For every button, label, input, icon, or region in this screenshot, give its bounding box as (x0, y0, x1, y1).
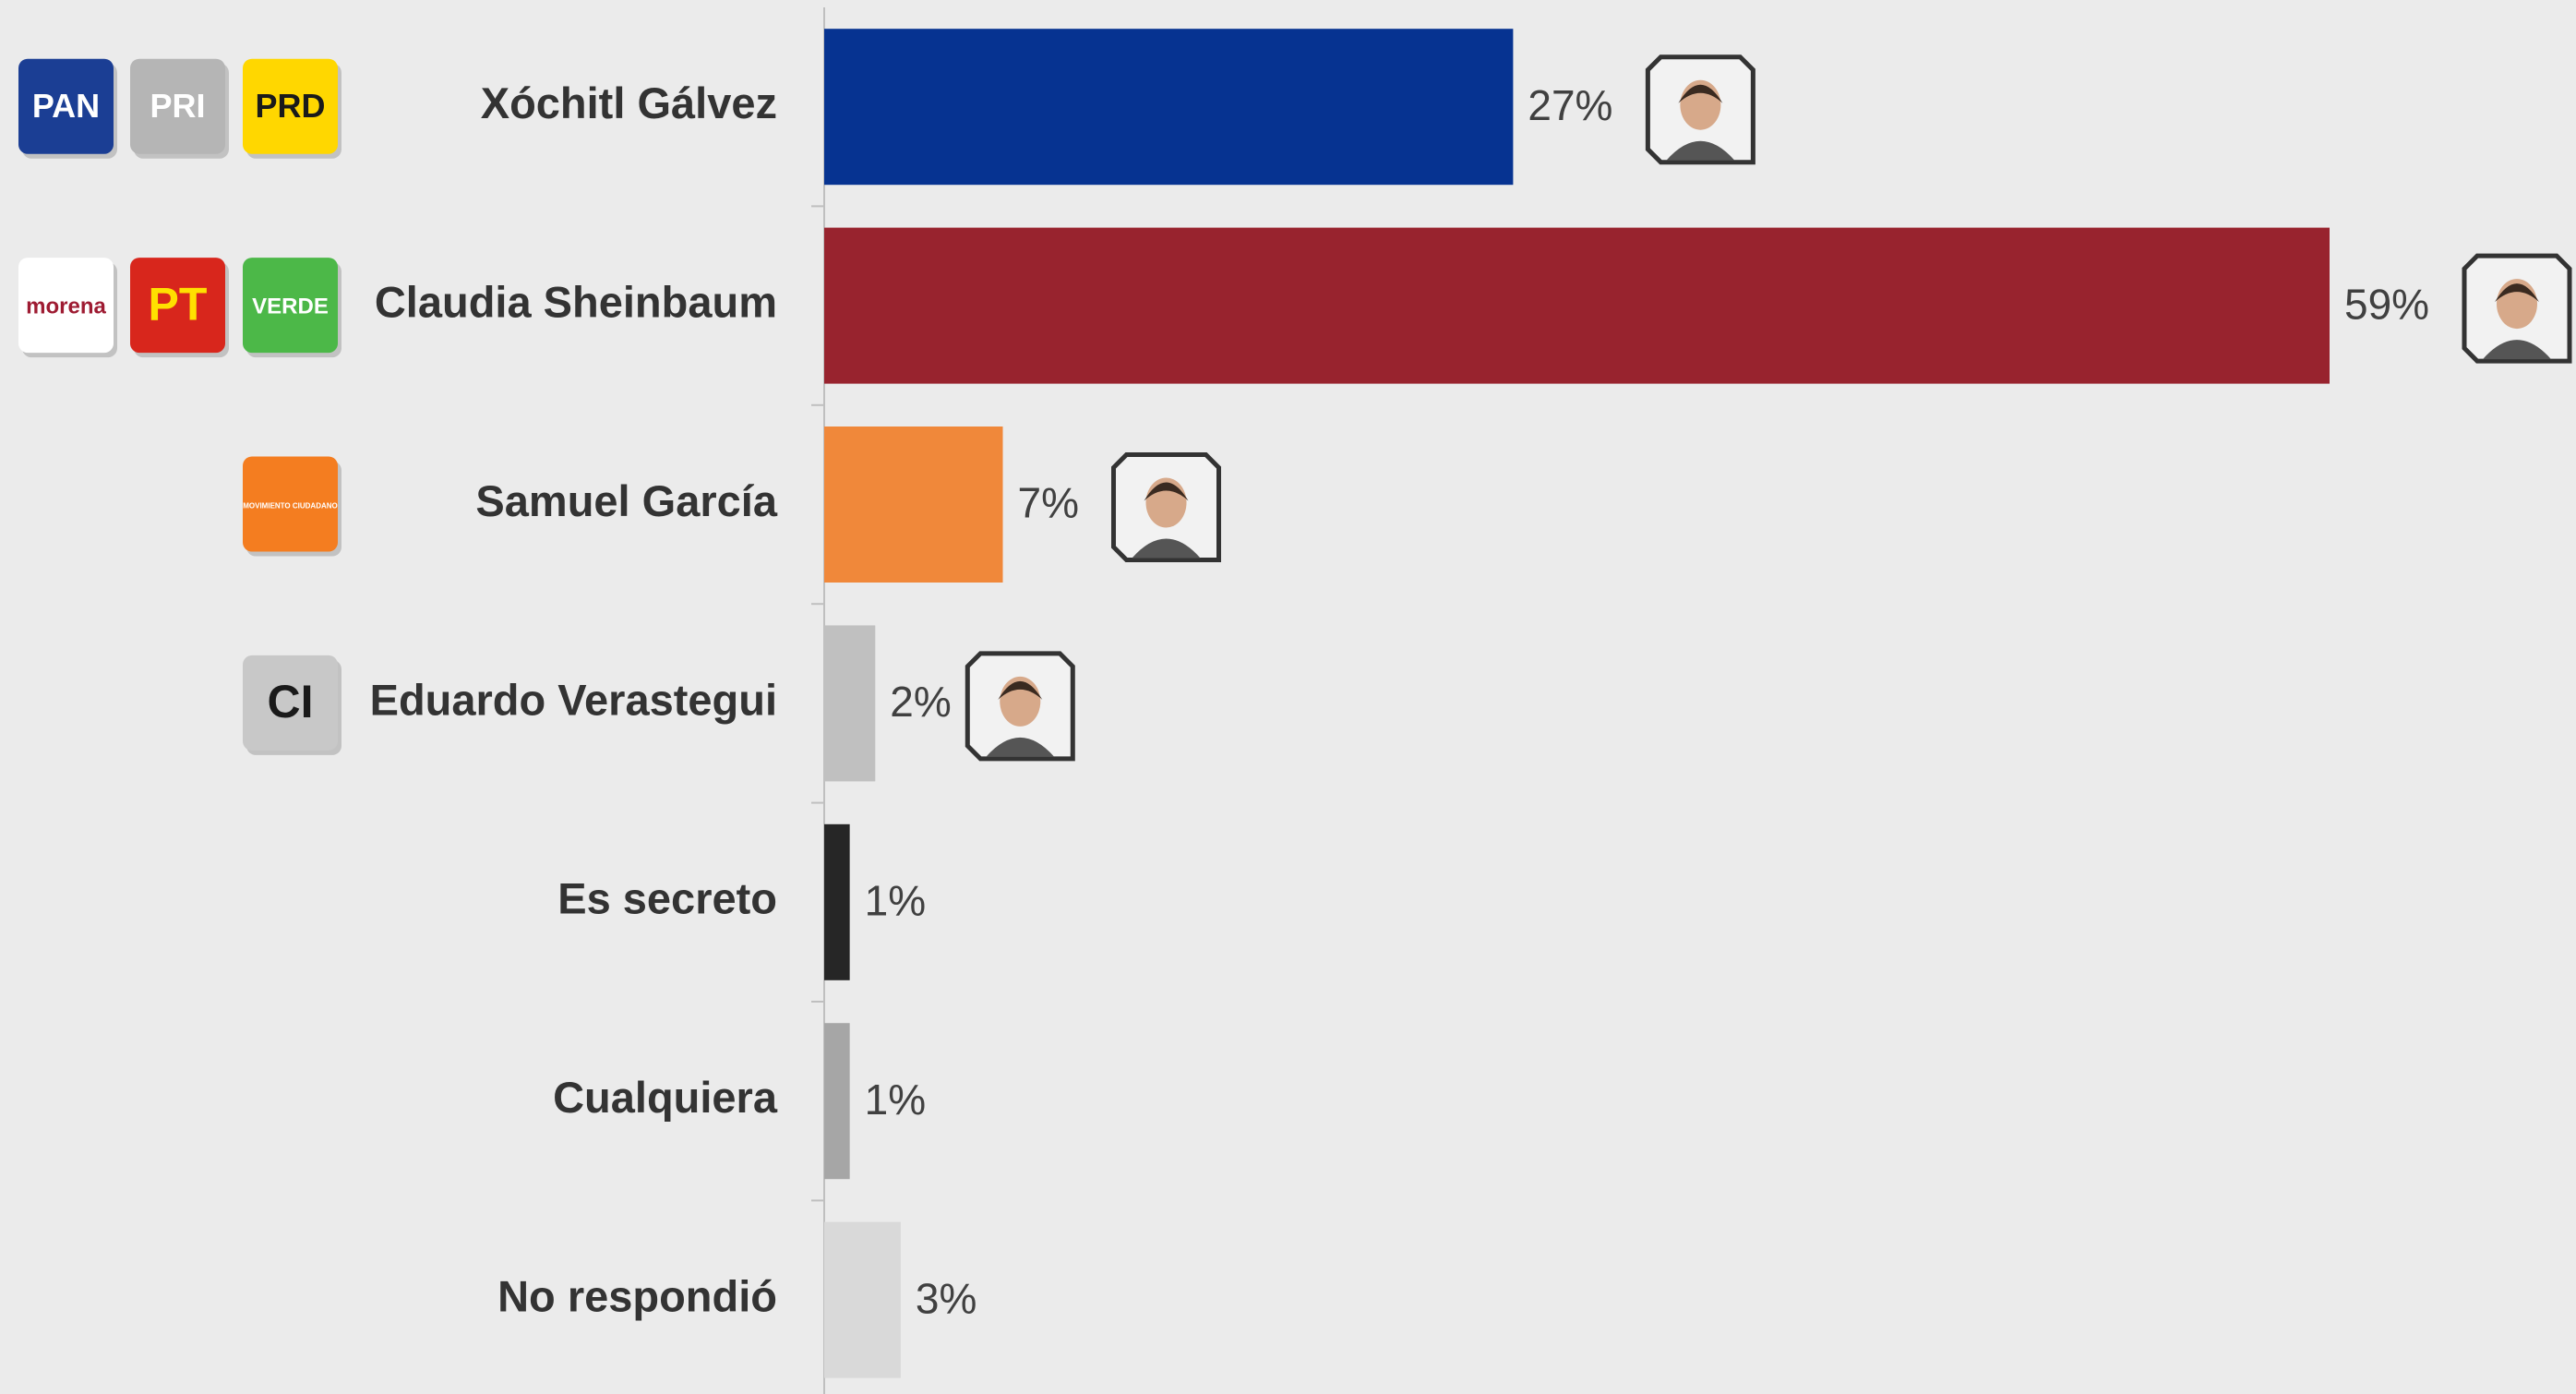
logo-text: PRD (255, 87, 325, 125)
category-label: Cualquiera (553, 1073, 778, 1122)
logo-text: PRI (150, 87, 205, 125)
bar (824, 1222, 901, 1378)
category-label: Samuel García (475, 476, 777, 525)
logo-text: PAN (32, 87, 100, 125)
category-label: Xóchitl Gálvez (481, 78, 777, 127)
party-logo: VERDE (243, 258, 341, 357)
bar (824, 228, 2330, 384)
candidate-photo (2464, 256, 2570, 361)
value-label: 27% (1528, 81, 1612, 129)
party-logo: PRI (130, 59, 229, 159)
party-logo: PAN (18, 59, 117, 159)
party-logo: PRD (243, 59, 341, 159)
logo-text: PT (149, 278, 208, 330)
candidate-photo (967, 654, 1072, 759)
value-label: 1% (865, 1076, 926, 1124)
value-label: 3% (916, 1274, 976, 1322)
party-logo: morena (18, 258, 117, 357)
candidate-photo (1647, 57, 1753, 162)
party-logo: PT (130, 258, 229, 357)
bar (824, 625, 875, 781)
value-label: 1% (865, 876, 926, 924)
bar (824, 824, 850, 980)
bar (824, 1023, 850, 1179)
logo-text: morena (26, 294, 106, 318)
page: {"chart_data": {"type": "bar", "orientat… (0, 0, 2576, 1394)
category-label: Claudia Sheinbaum (375, 278, 777, 327)
value-label: 2% (890, 678, 951, 726)
category-label: Es secreto (557, 874, 777, 923)
logo-text: MOVIMIENTO CIUDADANO (243, 502, 338, 511)
logo-text: VERDE (252, 294, 329, 318)
value-label: 59% (2344, 280, 2429, 328)
party-logo: MOVIMIENTO CIUDADANO (243, 457, 341, 557)
category-label: No respondió (497, 1272, 777, 1321)
bar (824, 29, 1513, 185)
party-logo: CI (243, 655, 341, 755)
chart: Xóchitl Gálvez 27% PAN PRI PRD Claudia Sheinb… (0, 0, 2576, 1394)
candidate-photo (1114, 455, 1219, 560)
logo-text: CI (268, 676, 314, 727)
bar (824, 427, 1003, 583)
category-label: Eduardo Verastegui (370, 675, 777, 724)
value-label: 7% (1018, 479, 1079, 527)
